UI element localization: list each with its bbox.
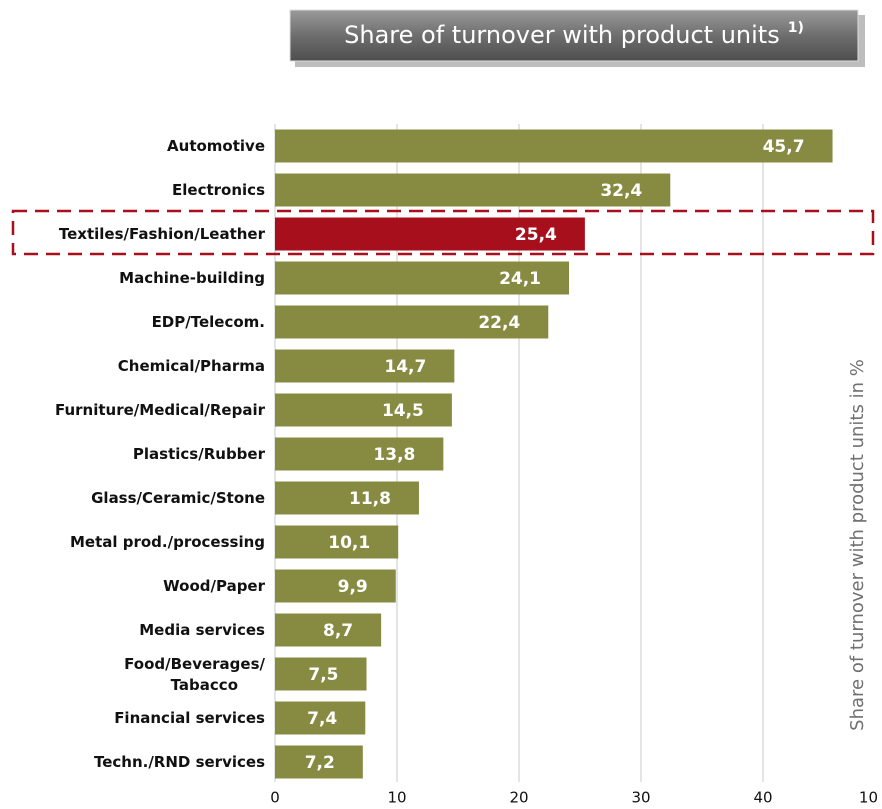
value-label: 7,2 — [305, 753, 335, 773]
bar — [275, 129, 833, 163]
value-label: 22,4 — [478, 313, 520, 333]
highlight-box — [11, 209, 875, 256]
y-tick-label: Electronics — [172, 181, 265, 199]
x-tick-label: 10 — [387, 789, 406, 807]
y-tick-label: Food/Beverages/Tabacco — [124, 655, 265, 694]
x-tick-label: 0 — [270, 789, 280, 807]
value-label: 24,1 — [499, 269, 541, 289]
value-label: 14,7 — [384, 357, 426, 377]
value-label: 10,1 — [328, 533, 370, 553]
value-label: 7,4 — [307, 709, 337, 729]
x-tick-label: 10 — [859, 789, 878, 807]
bar — [275, 657, 367, 691]
y-tick-label: Techn./RND services — [94, 753, 265, 771]
bar — [275, 745, 363, 779]
title-box — [289, 9, 859, 62]
y-tick-label: Chemical/Pharma — [118, 357, 265, 375]
x-tick-label: 20 — [509, 789, 528, 807]
bar — [275, 173, 671, 207]
bar — [275, 569, 396, 603]
bar — [275, 305, 549, 339]
value-label: 7,5 — [308, 665, 338, 685]
x-tick-label: 30 — [631, 789, 650, 807]
value-label: 32,4 — [600, 181, 642, 201]
bar — [275, 613, 382, 647]
value-label: 11,8 — [349, 489, 391, 509]
bar — [275, 481, 419, 515]
bar — [275, 349, 455, 383]
value-label: 13,8 — [373, 445, 415, 465]
x-tick-label: 40 — [753, 789, 772, 807]
bar — [275, 525, 399, 559]
y-tick-label: Glass/Ceramic/Stone — [91, 489, 265, 507]
value-label: 45,7 — [763, 137, 805, 157]
x-axis-title: Share of turnover with product units in … — [847, 359, 868, 731]
y-tick-label: Financial services — [114, 709, 265, 727]
bar — [275, 217, 585, 251]
y-tick-label: Machine-building — [119, 269, 265, 287]
y-tick-label: Wood/Paper — [163, 577, 265, 595]
y-tick-label: EDP/Telecom. — [152, 313, 265, 331]
value-label: 8,7 — [323, 621, 353, 641]
bar — [275, 437, 444, 471]
bar — [275, 393, 452, 427]
y-tick-label: Furniture/Medical/Repair — [55, 401, 266, 419]
title-note: 1) — [788, 20, 804, 36]
value-label: 9,9 — [338, 577, 368, 597]
y-tick-label: Textiles/Fashion/Leather — [59, 225, 266, 243]
y-tick-label: Metal prod./processing — [70, 533, 265, 551]
bar — [275, 701, 366, 735]
value-label: 14,5 — [382, 401, 424, 421]
y-tick-label: Media services — [139, 621, 265, 639]
value-label: 25,4 — [515, 225, 557, 245]
bar — [275, 261, 570, 295]
chart-title: Share of turnover with product units — [344, 21, 780, 49]
y-tick-label: Automotive — [167, 137, 265, 155]
y-tick-label: Plastics/Rubber — [133, 445, 266, 463]
chart-title-wrap: Share of turnover with product units 1) — [344, 20, 804, 49]
